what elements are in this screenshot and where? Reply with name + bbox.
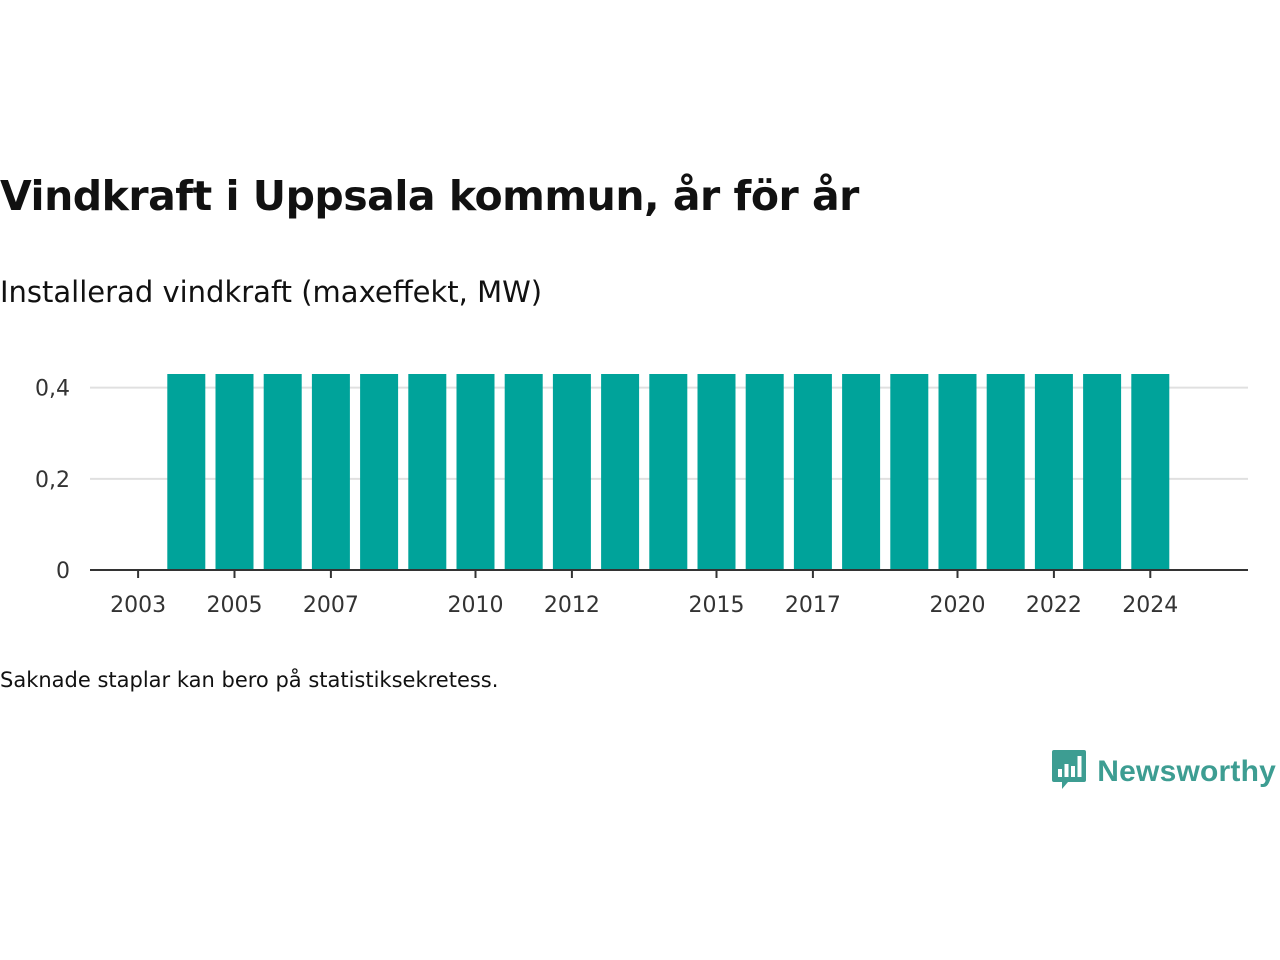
y-tick-label: 0 (56, 559, 70, 584)
bar-2022 (1034, 374, 1073, 570)
chart-title: Vindkraft i Uppsala kommun, år för år (0, 172, 859, 220)
bar-2006 (263, 374, 302, 570)
brand-name: Newsworthy (1097, 755, 1276, 788)
bar-2017 (793, 374, 832, 570)
bar-2024 (1131, 374, 1170, 570)
bar-2005 (215, 374, 254, 570)
brand-logo[interactable]: Newsworthy (1051, 748, 1276, 796)
x-tick-label: 2003 (110, 593, 166, 618)
bar-2013 (601, 374, 640, 570)
bar-2004 (167, 374, 206, 570)
bars (167, 374, 1170, 570)
footnote: Saknade staplar kan bero på statistiksek… (0, 668, 499, 692)
newsworthy-logo-icon (1051, 748, 1087, 796)
x-tick-label: 2007 (303, 593, 359, 618)
bar-2007 (311, 374, 350, 570)
bar-chart: 0 0,2 0,4 2003 2005 2007 2010 2012 2015 2017 2020… (35, 374, 1248, 618)
bar-2020 (938, 374, 977, 570)
x-tick-label: 2024 (1122, 593, 1178, 618)
bar-2014 (649, 374, 688, 570)
x-tick-label: 2020 (930, 593, 986, 618)
bar-2011 (504, 374, 543, 570)
bar-2010 (456, 374, 495, 570)
x-tick-label: 2012 (544, 593, 600, 618)
bar-2021 (986, 374, 1025, 570)
x-tick-label: 2005 (207, 593, 263, 618)
y-axis-labels: 0 0,2 0,4 (35, 377, 70, 584)
chart-subtitle: Installerad vindkraft (maxeffekt, MW) (0, 275, 543, 309)
y-tick-label: 0,4 (35, 377, 70, 402)
bar-2018 (842, 374, 881, 570)
x-tick-label: 2022 (1026, 593, 1082, 618)
x-axis-labels: 2003 2005 2007 2010 2012 2015 2017 2020 2022 2024 (110, 593, 1178, 618)
bar-2008 (360, 374, 399, 570)
bar-2023 (1083, 374, 1122, 570)
bar-2015 (697, 374, 736, 570)
bar-2016 (745, 374, 784, 570)
x-tick-label: 2017 (785, 593, 841, 618)
x-tick-label: 2010 (448, 593, 504, 618)
y-tick-label: 0,2 (35, 468, 70, 493)
x-tick-label: 2015 (689, 593, 745, 618)
x-axis (90, 569, 1248, 578)
bar-2019 (890, 374, 929, 570)
bar-2012 (552, 374, 591, 570)
bar-2009 (408, 374, 447, 570)
